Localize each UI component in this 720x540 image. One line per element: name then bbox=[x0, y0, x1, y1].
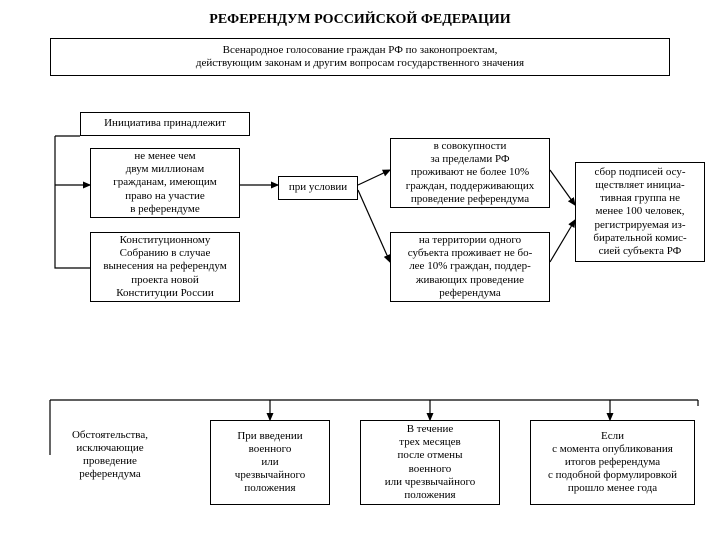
abroad-10-box: в совокупностиза пределами РФпроживают н… bbox=[390, 138, 550, 208]
exclusion-war-box: При введениивоенногоиличрезвычайногополо… bbox=[210, 420, 330, 505]
exclusion-3months-box: В течениетрех месяцевпосле отменывоенног… bbox=[360, 420, 500, 505]
condition-box: при условии bbox=[278, 176, 358, 200]
exclusion-year-box: Еслис момента опубликованияитогов рефере… bbox=[530, 420, 695, 505]
const-assembly-box: КонституционномуСобранию в случаевынесен… bbox=[90, 232, 240, 302]
definition-box: Всенародное голосование граждан РФ по за… bbox=[50, 38, 670, 76]
two-million-box: не менее чемдвум миллионамгражданам, име… bbox=[90, 148, 240, 218]
signatures-box: сбор подписей осу-ществляет инициа-тивна… bbox=[575, 162, 705, 262]
territory-10-box: на территории одногосубъекта проживает н… bbox=[390, 232, 550, 302]
exclusions-label: Обстоятельства,исключающиепроведениерефе… bbox=[45, 420, 175, 490]
initiative-label-box: Инициатива принадлежит bbox=[80, 112, 250, 136]
page-title: РЕФЕРЕНДУМ РОССИЙСКОЙ ФЕДЕРАЦИИ bbox=[0, 12, 720, 28]
